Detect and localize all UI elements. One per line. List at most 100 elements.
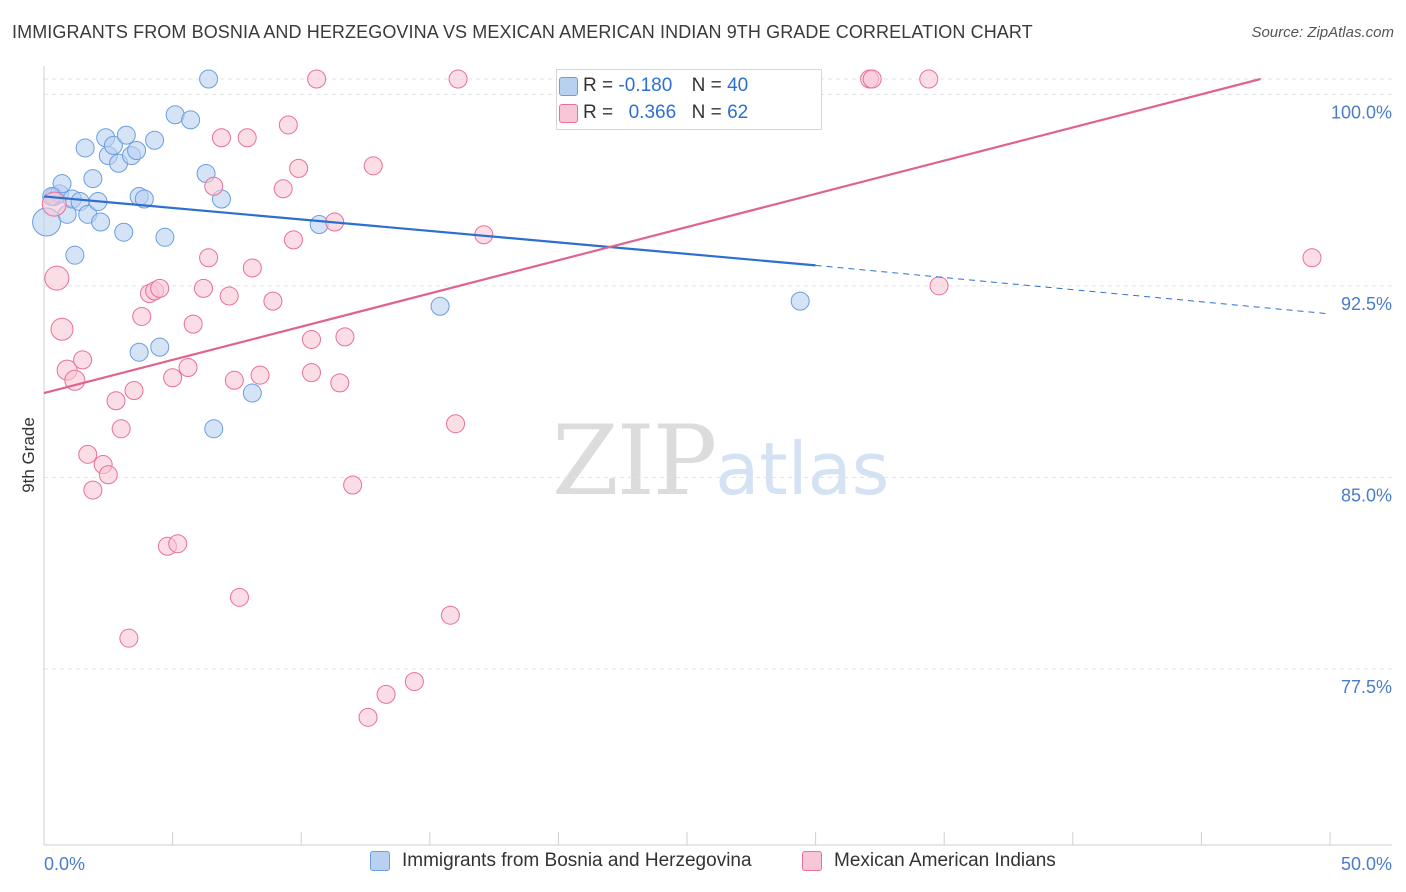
legend-item-bosnia[interactable]: Immigrants from Bosnia and Herzegovina — [370, 850, 752, 872]
chart-title: IMMIGRANTS FROM BOSNIA AND HERZEGOVINA V… — [12, 22, 1033, 42]
mexican-american-indian-point — [301, 329, 321, 349]
stats-swatch-series2 — [559, 103, 578, 123]
mexican-american-indian-point — [273, 179, 293, 199]
mexican-american-indian-point — [83, 480, 103, 500]
mexican-american-indian-point — [168, 534, 188, 554]
mexican-american-indian-point — [278, 115, 298, 135]
stats-swatch-series1 — [559, 76, 578, 96]
mexican-american-indian-point — [183, 314, 203, 334]
mexican-american-indian-point — [343, 475, 363, 495]
bosnia-point — [75, 138, 95, 158]
stats-row-series1: R = -0.180 N = 40 — [559, 75, 749, 97]
trend-lines — [43, 77, 1331, 395]
mexican-american-indian-point — [132, 306, 152, 326]
bosnia-point — [204, 419, 224, 439]
mexican-american-indian-point — [363, 156, 383, 176]
mexican-american-indian-point — [124, 381, 144, 401]
mexican-american-indian-point — [178, 358, 198, 378]
mexican-american-indian-point — [283, 230, 303, 250]
legend-label-bosnia: Immigrants from Bosnia and Herzegovina — [402, 850, 752, 871]
bosnia-point — [103, 135, 123, 155]
bosnia-point — [145, 130, 165, 150]
bosnia-point — [91, 212, 111, 232]
bosnia-point — [65, 245, 85, 265]
mexican-american-indian-point — [193, 278, 213, 298]
x-tick-labels: 0.0% 50.0% — [44, 854, 1392, 874]
bosnia-point — [790, 291, 810, 311]
mexican-american-indian-point — [358, 707, 378, 727]
mexican-american-indian-point — [199, 248, 219, 268]
bosnia-point — [430, 296, 450, 316]
bosnia-point — [155, 227, 175, 247]
mexican-american-indian-point — [78, 444, 98, 464]
mexican-american-indian-point — [106, 391, 126, 411]
bosnia-point — [150, 337, 170, 357]
legend-item-mexican-american-indians[interactable]: Mexican American Indians — [802, 850, 1056, 872]
mexican-american-indian-point — [335, 327, 355, 347]
mexican-american-indian-point — [448, 69, 468, 89]
bosnia-point — [181, 110, 201, 130]
mexican-american-indian-point — [119, 628, 139, 648]
mexican-american-indian-point — [229, 587, 249, 607]
stats-legend-box: R = -0.180 N = 40 R = 0.366 N = 62 — [556, 69, 822, 130]
trend-line-mexican-american-indians — [43, 77, 1261, 395]
bosnia-point — [127, 140, 147, 160]
mexican-american-indian-point — [111, 419, 131, 439]
source-label: Source: ZipAtlas.com — [1251, 24, 1394, 41]
axes — [43, 66, 1392, 846]
mexican-american-indian-point — [204, 176, 224, 196]
bosnia-point — [134, 189, 154, 209]
bosnia-point — [52, 174, 72, 194]
mexican-american-indian-point — [376, 684, 396, 704]
mexican-american-indian-point — [242, 258, 262, 278]
mexican-american-indian-point — [219, 286, 239, 306]
bosnia-point — [242, 383, 262, 403]
y-axis-label: 9th Grade — [19, 417, 38, 493]
stats-n-label: N = — [691, 75, 722, 96]
stats-n-value-series2: 62 — [727, 102, 749, 123]
stats-n-label: N = — [691, 102, 722, 123]
mexican-american-indian-point — [163, 368, 183, 388]
mexican-american-indian-point — [301, 363, 321, 383]
bosnia-point — [83, 169, 103, 189]
bosnia-point — [199, 69, 219, 89]
stats-n-value-series1: 40 — [727, 75, 749, 96]
watermark-zip: ZIP — [552, 405, 717, 517]
y-tick-labels: 77.5% 85.0% 92.5% 100.0% — [1331, 102, 1392, 697]
mexican-american-indian-point — [446, 414, 466, 434]
legend-swatch-bosnia — [370, 851, 390, 871]
mexican-american-indian-point — [250, 365, 270, 385]
y-tick-label: 77.5% — [1341, 677, 1392, 697]
x-tick-label-max: 50.0% — [1341, 854, 1392, 874]
mexican-american-indian-point — [50, 317, 74, 341]
bosnia-point — [114, 222, 134, 242]
mexican-american-indian-point — [307, 69, 327, 89]
stats-r-value-series2: 0.366 — [628, 102, 677, 123]
series-mexican-american-indian-points — [41, 69, 1322, 727]
stats-r-label: R = — [583, 75, 614, 96]
y-tick-label: 85.0% — [1341, 485, 1392, 505]
gridlines — [44, 78, 1392, 670]
bosnia-point — [116, 125, 136, 145]
mexican-american-indian-point — [862, 69, 882, 89]
mexican-american-indian-point — [330, 373, 350, 393]
y-tick-label: 100.0% — [1331, 102, 1392, 122]
stats-r-value-series1: -0.180 — [618, 75, 673, 96]
legend-label-mexican-american-indians: Mexican American Indians — [834, 850, 1056, 871]
mexican-american-indian-point — [98, 465, 118, 485]
mexican-american-indian-point — [150, 278, 170, 298]
watermark: ZIPatlas — [552, 405, 889, 517]
mexican-american-indian-point — [73, 350, 93, 370]
mexican-american-indian-point — [929, 276, 949, 296]
mexican-american-indian-point — [224, 370, 244, 390]
mexican-american-indian-point — [919, 69, 939, 89]
x-tick-label-min: 0.0% — [44, 854, 85, 874]
trend-line-bosnia-extension — [815, 264, 1331, 315]
bosnia-point — [129, 342, 149, 362]
bottom-legend: Immigrants from Bosnia and Herzegovina M… — [0, 850, 1406, 880]
mexican-american-indian-point — [237, 128, 257, 148]
watermark-atlas: atlas — [715, 427, 890, 511]
trend-line-bosnia — [43, 195, 816, 267]
mexican-american-indian-point — [44, 265, 70, 291]
